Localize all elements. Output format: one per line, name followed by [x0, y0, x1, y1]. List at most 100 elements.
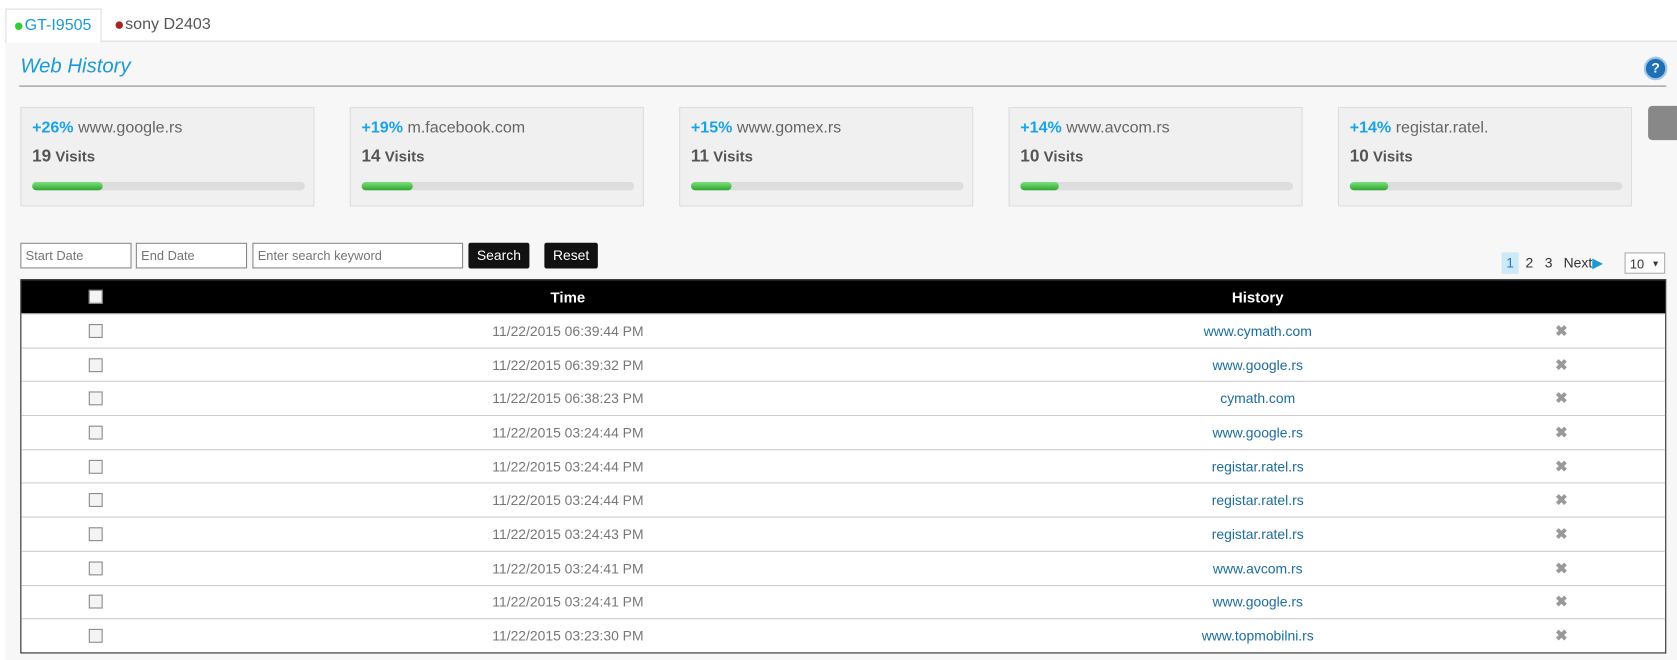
help-icon[interactable]: ? — [1643, 56, 1668, 81]
page-title: Web History — [20, 55, 131, 79]
row-checkbox[interactable] — [88, 391, 103, 406]
table-row: 11/22/2015 03:24:41 PM www.google.rs ✖ — [21, 584, 1666, 618]
table-row: 11/22/2015 06:38:23 PM cymath.com ✖ — [21, 381, 1666, 415]
history-link[interactable]: www.google.rs — [1212, 356, 1303, 373]
checkbox-cell — [88, 416, 103, 449]
stat-percent: +26% — [32, 118, 74, 137]
history-link[interactable]: www.google.rs — [1212, 593, 1303, 610]
delete-button[interactable]: ✖ — [1555, 457, 1568, 475]
row-checkbox[interactable] — [88, 459, 103, 474]
stat-site: www.google.rs — [78, 118, 183, 137]
table-row: 11/22/2015 03:24:43 PM registar.ratel.rs ✖ — [21, 516, 1666, 551]
time-cell: 11/22/2015 03:24:44 PM — [492, 458, 644, 475]
delete-button[interactable]: ✖ — [1555, 558, 1568, 577]
history-link[interactable]: www.topmobilni.rs — [1201, 627, 1314, 644]
checkbox-cell — [88, 518, 103, 551]
row-checkbox[interactable] — [88, 425, 103, 440]
time-cell: 11/22/2015 06:39:32 PM — [492, 356, 644, 373]
page-size[interactable]: 10 ▼ — [1624, 252, 1666, 274]
history-link[interactable]: www.cymath.com — [1203, 322, 1312, 339]
delete-button[interactable]: ✖ — [1555, 355, 1568, 373]
stat-visits: 10 Visits — [1020, 148, 1083, 167]
page-link[interactable]: 2 — [1525, 254, 1534, 271]
visit-count: 10 — [1020, 147, 1040, 166]
progress-track — [690, 181, 964, 191]
visit-count: 19 — [32, 147, 52, 166]
table-row: 11/22/2015 03:24:44 PM www.google.rs ✖ — [21, 415, 1666, 449]
row-checkbox[interactable] — [88, 493, 103, 508]
next-label: Next — [1563, 254, 1593, 271]
table-row: 11/22/2015 03:24:44 PM registar.ratel.rs ✖ — [21, 448, 1666, 483]
search-button[interactable]: Search — [468, 242, 530, 269]
progress-fill — [1349, 181, 1388, 191]
checkbox-cell — [88, 382, 103, 415]
page-link[interactable]: 1 — [1501, 252, 1519, 274]
side-toggle[interactable] — [1648, 105, 1677, 141]
history-table: Time History 11/22/2015 06:39:44 PM www.c… — [20, 279, 1667, 654]
device-tab[interactable]: sony D2403 — [107, 9, 219, 41]
checkbox-cell — [88, 552, 103, 585]
tab-label: GT-I9505 — [24, 16, 92, 35]
table-row: 11/22/2015 06:39:32 PM www.google.rs ✖ — [21, 347, 1666, 381]
row-checkbox[interactable] — [88, 323, 103, 338]
delete-button[interactable]: ✖ — [1555, 491, 1568, 509]
delete-button[interactable]: ✖ — [1555, 321, 1568, 339]
start-date[interactable] — [20, 242, 132, 269]
progress-fill — [32, 181, 103, 191]
visit-label: Visits — [1043, 147, 1084, 165]
delete-button[interactable]: ✖ — [1555, 525, 1568, 543]
visit-label: Visits — [1373, 147, 1413, 165]
stat-percent: +15% — [690, 118, 733, 137]
visit-label: Visits — [384, 147, 425, 165]
progress-fill — [361, 181, 414, 191]
history-link[interactable]: cymath.com — [1220, 390, 1296, 407]
delete-button[interactable]: ✖ — [1555, 592, 1568, 610]
history-link[interactable]: registar.ratel.rs — [1211, 526, 1304, 543]
history-link[interactable]: registar.ratel.rs — [1211, 492, 1304, 509]
checkbox-cell — [88, 450, 103, 483]
table-header: Time History — [21, 280, 1666, 314]
stat-site: www.avcom.rs — [1066, 118, 1170, 137]
history-link[interactable]: www.avcom.rs — [1212, 560, 1303, 577]
table-row: 11/22/2015 03:24:44 PM registar.ratel.rs ✖ — [21, 482, 1666, 517]
checkbox-cell — [88, 484, 103, 517]
row-checkbox[interactable] — [88, 527, 103, 542]
row-checkbox[interactable] — [88, 561, 103, 576]
time-cell: 11/22/2015 03:24:41 PM — [492, 560, 644, 577]
stat-card: +19% m.facebook.com 14 Visits — [349, 106, 644, 207]
history-link[interactable]: www.google.rs — [1212, 424, 1303, 441]
stat-visits: 14 Visits — [361, 148, 424, 167]
page-link[interactable]: 3 — [1544, 254, 1553, 271]
stat-card: +15% www.gomex.rs 11 Visits — [679, 106, 974, 207]
delete-button[interactable]: ✖ — [1555, 389, 1568, 407]
history-link[interactable]: registar.ratel.rs — [1211, 458, 1304, 475]
progress-fill — [1020, 181, 1059, 191]
tab-label: sony D2403 — [125, 14, 211, 34]
progress-track — [1020, 181, 1294, 191]
keyword-input[interactable] — [252, 242, 464, 269]
time-cell: 11/22/2015 03:23:30 PM — [492, 627, 644, 644]
table-row: 11/22/2015 06:39:44 PM www.cymath.com ✖ — [21, 313, 1666, 347]
device-tab[interactable]: GT-I9505 — [5, 8, 102, 43]
visit-label: Visits — [55, 147, 96, 165]
stat-visits: 11 Visits — [691, 148, 753, 167]
time-cell: 11/22/2015 06:38:23 PM — [492, 390, 644, 407]
row-checkbox[interactable] — [88, 628, 103, 643]
next-page[interactable]: Next▶ — [1563, 254, 1603, 271]
select-all[interactable] — [88, 289, 103, 304]
visit-count: 11 — [690, 147, 709, 166]
table-row: 11/22/2015 03:24:41 PM www.avcom.rs ✖ — [21, 550, 1666, 585]
row-checkbox[interactable] — [88, 595, 103, 609]
column-header: Time — [550, 288, 586, 306]
delete-button[interactable]: ✖ — [1555, 626, 1568, 644]
stat-card: +26% www.google.rs 19 Visits — [20, 106, 315, 207]
delete-button[interactable]: ✖ — [1555, 423, 1568, 441]
row-checkbox[interactable] — [88, 357, 103, 372]
stat-site: m.facebook.com — [407, 118, 526, 137]
checkbox-cell — [88, 314, 103, 347]
stat-percent: +14% — [1020, 118, 1062, 137]
end-date[interactable] — [135, 242, 248, 269]
reset-button[interactable]: Reset — [544, 242, 598, 269]
